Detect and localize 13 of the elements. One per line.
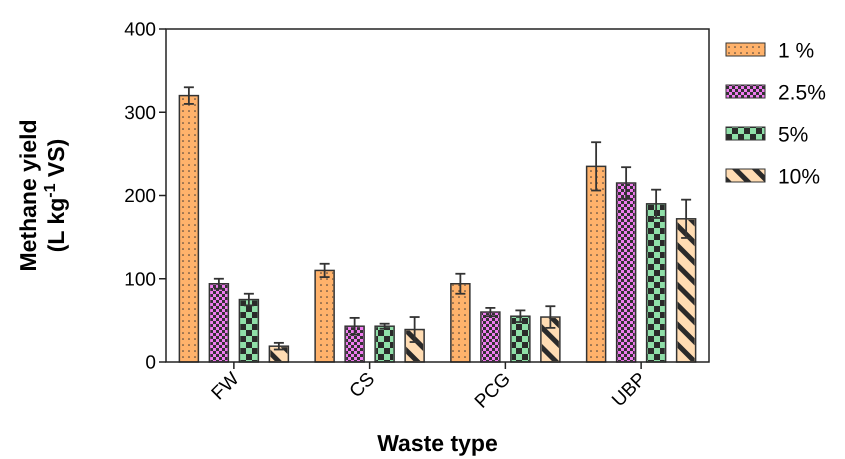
x-tick-label: FW [208, 368, 244, 404]
y-tick-label: 200 [124, 186, 156, 208]
legend-label: 10% [778, 165, 820, 188]
x-tick-label: CS [346, 368, 380, 402]
legend-label: 2.5% [778, 81, 826, 104]
x-tick-label: UBP [608, 368, 651, 412]
y-tick-label: 0 [145, 352, 156, 374]
y-tick-label: 300 [124, 102, 156, 124]
legend-label: 1 % [778, 39, 814, 62]
x-axis-title: Waste type [377, 430, 498, 456]
y-tick-label: 400 [124, 20, 156, 41]
legend-label: 5% [778, 123, 808, 146]
y-tick-label: 100 [124, 269, 156, 290]
